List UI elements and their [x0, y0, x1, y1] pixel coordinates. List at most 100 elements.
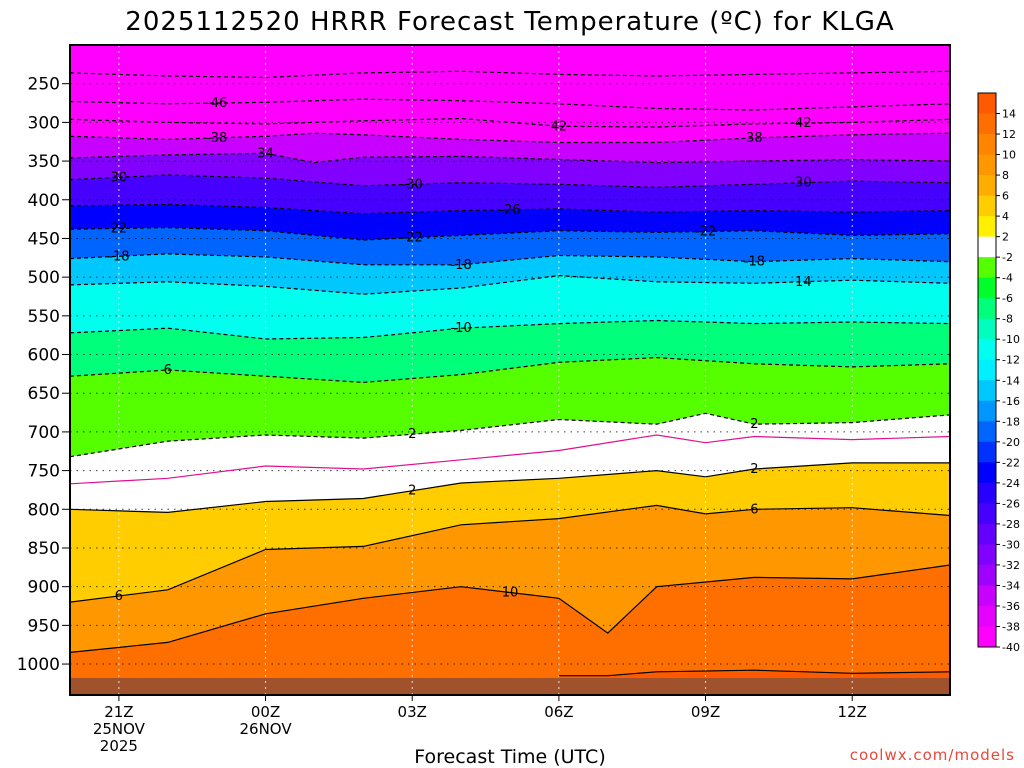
colorbar-swatch — [978, 605, 996, 627]
contour-label: 2 — [408, 484, 416, 499]
colorbar-swatch — [978, 626, 996, 648]
contour-line-14 — [558, 669, 950, 677]
y-tick-label: 650 — [28, 384, 60, 404]
contour-label: 6 — [115, 589, 123, 604]
x-axis-label: Forecast Time (UTC) — [414, 746, 605, 768]
chart-title: 2025112520 HRRR Forecast Temperature (ºC… — [125, 7, 894, 37]
contour-label: 30 — [111, 170, 128, 185]
contour-label-text: 2 — [750, 417, 758, 432]
colorbar-tick-label: -36 — [1002, 600, 1020, 613]
contour-line-10 — [70, 564, 950, 653]
contour-line--14 — [70, 274, 950, 295]
x-tick-label: 26NOV — [239, 720, 292, 738]
colorbar-swatch — [978, 216, 996, 238]
ground-strip — [70, 677, 950, 695]
contour-label-text: 2 — [750, 462, 758, 477]
contour-label: -22 — [695, 224, 716, 239]
contour-label: 6 — [750, 502, 758, 517]
colorbar-tick-label: -32 — [1002, 559, 1020, 572]
colorbar-swatch — [978, 134, 996, 156]
contour-label: 14 — [795, 275, 812, 290]
contour-line-6 — [70, 504, 950, 603]
y-tick-label: 550 — [28, 307, 60, 327]
colorbar-swatch — [978, 564, 996, 586]
contour-label: 22 — [111, 221, 128, 236]
contour-label: -18 — [744, 255, 765, 270]
colorbar-tick-label: -20 — [1002, 436, 1020, 449]
colorbar-tick-label: -4 — [1002, 272, 1013, 285]
colorbar-tick-label: 4 — [1002, 210, 1009, 223]
contour-line--2 — [70, 412, 950, 458]
y-tick-label: 800 — [28, 500, 60, 520]
contour-line--38 — [70, 132, 950, 144]
contour-label-text: 14 — [795, 275, 812, 290]
contour-label: -22 — [402, 231, 423, 246]
colorbar-swatch — [978, 400, 996, 422]
band-fill — [70, 275, 950, 339]
band-fill — [70, 118, 950, 143]
colorbar-tick-label: -30 — [1002, 538, 1020, 551]
contour-label-text: -18 — [108, 249, 129, 264]
colorbar-swatch — [978, 339, 996, 361]
colorbar-tick-label: 2 — [1002, 231, 1009, 244]
colorbar-swatch — [978, 257, 996, 279]
band-fill — [70, 175, 950, 214]
contour-label: -10 — [450, 321, 471, 336]
colorbar-swatch — [978, 585, 996, 607]
colorbar-legend: 14 12 10 8 6 4 2 -2 -4 -6 -8 -10 -12 -14 -16 -18 -20 -22 -… — [977, 92, 1020, 654]
contour-label: 2 — [408, 427, 416, 442]
colorbar-tick-label: -14 — [1002, 374, 1020, 387]
contour-label: 30 — [795, 176, 812, 191]
band-fill — [70, 320, 950, 383]
colorbar-swatch — [978, 462, 996, 484]
y-axis: 250 300 350 400 450 500 550 600 650 700 750 800 850 9… — [17, 75, 70, 675]
contour-label-text: -10 — [450, 321, 471, 336]
contour-label-text: 6 — [164, 363, 172, 378]
band-fill — [70, 253, 950, 295]
contour-label: -38 — [206, 131, 227, 146]
band-fill — [70, 133, 950, 163]
colorbar-tick-label: -8 — [1002, 313, 1013, 326]
contour-label-text: 42 — [551, 119, 568, 134]
contour-label-text: -38 — [206, 131, 227, 146]
credit-text: coolwx.com/models — [850, 746, 1015, 764]
contour-label-text: 6 — [115, 589, 123, 604]
band-fill — [70, 227, 950, 265]
contour-label: 38 — [746, 131, 763, 146]
band-fill — [70, 565, 950, 695]
colorbar-tick-label: -18 — [1002, 415, 1020, 428]
x-tick-label: 03Z — [398, 703, 427, 721]
colorbar-swatch — [978, 93, 996, 115]
colorbar-swatch — [978, 380, 996, 402]
colorbar-tick-label: 6 — [1002, 190, 1009, 203]
colorbar-tick-label: -24 — [1002, 477, 1020, 490]
contour-label-text: 10 — [502, 585, 519, 600]
contour-label-text: 30 — [795, 176, 812, 191]
colorbar-swatch — [978, 298, 996, 320]
colorbar-swatch — [978, 441, 996, 463]
contour-label: -26 — [499, 203, 520, 218]
contour-label-text: 30 — [111, 170, 128, 185]
band-fill — [70, 505, 950, 653]
colorbar-tick-label: -12 — [1002, 354, 1020, 367]
contour-label: 10 — [502, 585, 519, 600]
contour-label-text: 42 — [795, 116, 812, 131]
contour-label-text: -22 — [695, 224, 716, 239]
y-tick-label: 400 — [28, 191, 60, 211]
colorbar-tick-label: -22 — [1002, 456, 1020, 469]
x-tick-label: 06Z — [544, 703, 573, 721]
y-tick-label: 900 — [28, 578, 60, 598]
contour-label-text: 34 — [257, 146, 274, 161]
colorbar-tick-label: -6 — [1002, 292, 1013, 305]
colorbar-tick-label: -40 — [1002, 641, 1020, 654]
y-tick-label: 750 — [28, 462, 60, 482]
contour-label-text: 2 — [408, 427, 416, 442]
contour-label: 42 — [795, 116, 812, 131]
band-fill — [70, 435, 950, 513]
y-tick-label: 300 — [28, 113, 60, 133]
contour-line--6 — [70, 356, 950, 384]
contour-label-text: 6 — [750, 502, 758, 517]
colorbar-tick-label: -26 — [1002, 497, 1020, 510]
